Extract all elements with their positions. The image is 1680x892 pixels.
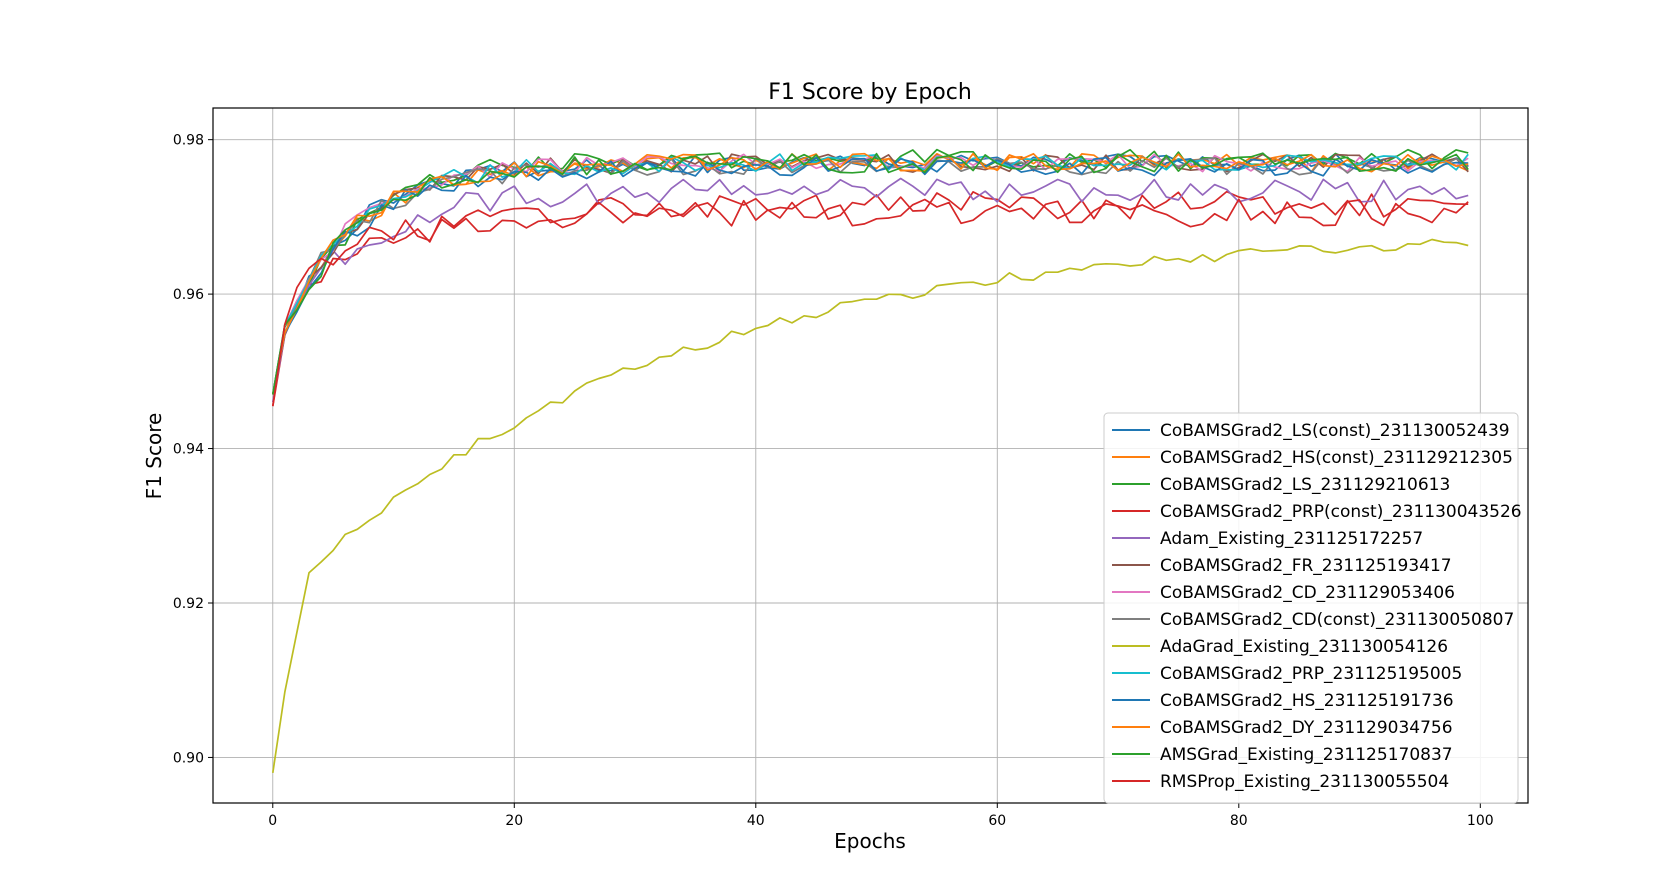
- legend-label: CoBAMSGrad2_HS_231125191736: [1160, 691, 1454, 711]
- y-tick-label: 0.96: [173, 287, 204, 303]
- y-tick-label: 0.90: [173, 750, 204, 766]
- plot-frame: [212, 107, 1529, 804]
- series-line-13: [271, 152, 1469, 395]
- series-line-10: [271, 153, 1469, 395]
- legend: CoBAMSGrad2_LS(const)_231130052439 CoBAMS…: [1103, 412, 1522, 804]
- y-tick-label: 0.98: [173, 133, 204, 149]
- legend-label: CoBAMSGrad2_CD_231129053406: [1160, 583, 1455, 603]
- legend-label: RMSProp_Existing_231130055504: [1160, 772, 1449, 792]
- series-line-5: [271, 177, 1469, 403]
- x-axis-label: Epochs: [834, 829, 906, 853]
- legend-label: AMSGrad_Existing_231125170837: [1160, 745, 1453, 765]
- legend-label: CoBAMSGrad2_HS(const)_231129212305: [1160, 448, 1513, 468]
- legend-label: CoBAMSGrad2_PRP(const)_231130043526: [1160, 502, 1522, 522]
- chart-title: F1 Score by Epoch: [768, 80, 972, 105]
- x-tick-label: 0: [268, 813, 277, 829]
- legend-box: [1103, 412, 1519, 804]
- legend-label: CoBAMSGrad2_FR_231125193417: [1160, 556, 1452, 576]
- x-tick-label: 80: [1230, 813, 1248, 829]
- x-tick-label: 20: [505, 813, 523, 829]
- series-line-12: [271, 152, 1469, 395]
- y-tick-label: 0.94: [173, 442, 204, 458]
- series-line-9: [271, 238, 1469, 774]
- legend-label: CoBAMSGrad2_LS(const)_231130052439: [1160, 421, 1510, 441]
- y-tick-label: 0.92: [173, 596, 204, 612]
- y-axis-label: F1 Score: [142, 413, 166, 500]
- legend-label: AdaGrad_Existing_231130054126: [1160, 637, 1448, 657]
- legend-label: CoBAMSGrad2_LS_231129210613: [1160, 475, 1450, 495]
- legend-label: Adam_Existing_231125172257: [1160, 529, 1423, 549]
- legend-label: CoBAMSGrad2_CD(const)_231130050807: [1160, 610, 1514, 630]
- x-tick-label: 60: [988, 813, 1006, 829]
- x-tick-label: 100: [1467, 813, 1494, 829]
- legend-label: CoBAMSGrad2_DY_231129034756: [1160, 718, 1453, 738]
- plot-lines: [271, 148, 1469, 774]
- x-tick-label: 40: [747, 813, 765, 829]
- x-axis-ticks: 0 20 40 60 80 100: [268, 803, 1494, 829]
- y-axis-ticks: 0.90 0.92 0.94 0.96 0.98: [173, 133, 213, 766]
- legend-label: CoBAMSGrad2_PRP_231125195005: [1160, 664, 1462, 684]
- series-line-4: [271, 190, 1469, 407]
- series-line-14: [271, 198, 1469, 407]
